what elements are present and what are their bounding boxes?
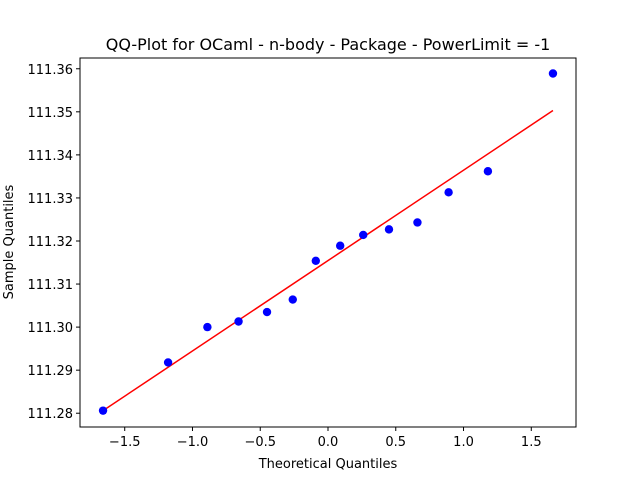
x-tick-label: −1.5 xyxy=(109,435,141,450)
x-tick-label: 0.0 xyxy=(318,435,339,450)
x-tick-label: −0.5 xyxy=(244,435,276,450)
y-tick-label: 111.33 xyxy=(28,192,74,207)
x-axis-label: Theoretical Quantiles xyxy=(258,457,398,472)
y-tick-label: 111.31 xyxy=(28,278,74,293)
data-point xyxy=(203,322,212,332)
x-tick-label: 1.5 xyxy=(521,435,542,450)
y-tick-label: 111.34 xyxy=(28,149,74,164)
x-tick-label: 1.0 xyxy=(453,435,474,450)
data-point xyxy=(163,358,173,367)
y-axis-label: Sample Quantiles xyxy=(2,184,17,299)
data-point xyxy=(234,317,243,326)
reference-line xyxy=(102,109,554,412)
x-tick-label: 0.5 xyxy=(385,435,406,450)
data-point xyxy=(548,69,558,78)
data-point xyxy=(444,188,453,197)
data-point xyxy=(483,167,493,176)
y-tick-label: 111.29 xyxy=(28,364,74,379)
data-point xyxy=(335,241,345,250)
y-tick-label: 111.30 xyxy=(28,321,74,336)
data-point xyxy=(311,256,321,265)
data-point xyxy=(359,230,368,240)
data-point xyxy=(413,218,422,227)
y-tick-label: 111.32 xyxy=(28,235,74,250)
data-point xyxy=(384,225,394,234)
plot-area: −1.5 −1.0 −0.5 0.0 0.5 1.0 1.5 111.28 111.29 111.… xyxy=(28,63,558,450)
x-tick-label: −1.0 xyxy=(177,435,209,450)
chart-title: QQ-Plot for OCaml - n-body - Package - P… xyxy=(106,35,551,54)
y-tick-label: 111.36 xyxy=(28,63,74,78)
y-tick-label: 111.35 xyxy=(28,106,74,121)
data-point xyxy=(98,406,108,415)
plot-frame xyxy=(79,57,577,428)
data-point xyxy=(288,295,297,304)
data-point xyxy=(262,307,272,317)
y-tick-label: 111.28 xyxy=(28,407,74,422)
